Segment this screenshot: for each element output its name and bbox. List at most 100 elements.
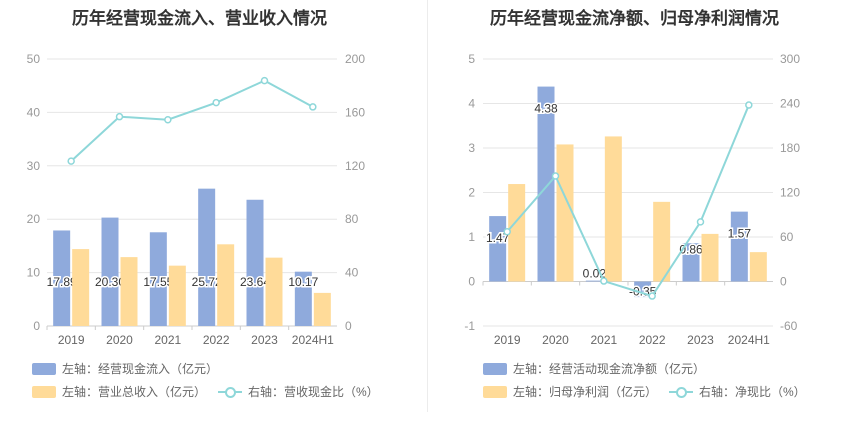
chart-2-group: -1 0 1 2 3 4 5 -60 0 60 120 180 240 300 2019 2020 2021 20… bbox=[464, 52, 800, 347]
bar-primary bbox=[53, 230, 71, 326]
right-chart-title: 历年经营现金流净额、归母净利润情况 bbox=[490, 9, 779, 29]
series-line bbox=[70, 79, 314, 162]
bar-secondary bbox=[653, 201, 671, 282]
x-axis-tick-label: 2024H1 bbox=[728, 333, 770, 347]
right-axis-tick-label: 240 bbox=[780, 97, 800, 111]
legend-label: 左轴：经营现金流入（亿元） bbox=[62, 362, 219, 376]
x-axis-tick-label: 2022 bbox=[203, 333, 230, 347]
left-axis-tick-label: 4 bbox=[468, 97, 475, 111]
right-axis-tick-label: 180 bbox=[780, 141, 800, 155]
legend-label: 左轴：经营活动现金流净额（亿元） bbox=[513, 362, 706, 376]
legend-bar-swatch bbox=[483, 385, 507, 398]
line-point bbox=[115, 112, 124, 121]
right-axis-tick-label: 120 bbox=[345, 159, 365, 173]
bar-secondary bbox=[217, 244, 235, 326]
bar-secondary bbox=[313, 292, 331, 326]
line-point bbox=[67, 157, 75, 165]
x-axis-tick-label: 2019 bbox=[494, 333, 521, 347]
left-axis-tick-label: 20 bbox=[27, 212, 41, 226]
bar-primary bbox=[585, 280, 603, 282]
bar-data-label: 25.72 bbox=[192, 275, 222, 289]
bar-secondary bbox=[168, 265, 186, 326]
bar-primary bbox=[537, 86, 555, 282]
right-axis-tick-label: 80 bbox=[345, 212, 359, 226]
line-point bbox=[164, 115, 172, 124]
legend-item: 左轴：营业总收入（亿元） bbox=[32, 383, 206, 400]
line-point bbox=[696, 218, 705, 226]
bar-data-label: 17.55 bbox=[143, 275, 173, 289]
legend-bar-swatch bbox=[32, 385, 56, 398]
left-axis-tick-label: 30 bbox=[27, 159, 41, 173]
legend-item: 右轴：净现比（%） bbox=[669, 383, 806, 400]
x-axis-tick-label: 2023 bbox=[687, 333, 714, 347]
x-axis-tick-label: 2020 bbox=[106, 333, 133, 347]
bar-data-label: 20.30 bbox=[95, 275, 125, 289]
legend-label: 左轴：归母净利润（亿元） bbox=[513, 385, 658, 399]
bar-primary bbox=[294, 271, 312, 326]
line-point bbox=[260, 76, 269, 85]
legend-label: 右轴：净现比（%） bbox=[699, 385, 806, 399]
right-axis-tick-label: 300 bbox=[780, 52, 800, 66]
panel-divider bbox=[427, 0, 428, 412]
left-axis-tick-label: 5 bbox=[468, 52, 475, 66]
legend-item: 左轴：经营现金流入（亿元） bbox=[32, 360, 218, 377]
left-chart-title: 历年经营现金流入、营业收入情况 bbox=[72, 9, 327, 29]
chart-1-group: 0 10 20 30 40 50 0 40 80 120 160 200 2019 2020 2021 202… bbox=[27, 52, 366, 347]
right-axis-tick-label: 160 bbox=[345, 105, 365, 119]
line-point bbox=[503, 227, 511, 236]
bar-data-label: 1.57 bbox=[728, 227, 752, 241]
bar-data-label: 10.17 bbox=[288, 275, 318, 289]
legend-item: 左轴：归母净利润（亿元） bbox=[483, 383, 657, 400]
left-axis-tick-label: 0 bbox=[468, 275, 475, 289]
left-axis-tick-label: 50 bbox=[27, 52, 41, 66]
right-axis-tick-label: -60 bbox=[780, 319, 798, 333]
x-axis-tick-label: 2020 bbox=[542, 333, 569, 347]
bar-secondary bbox=[120, 257, 138, 326]
series-line bbox=[506, 104, 750, 298]
right-axis-tick-label: 40 bbox=[345, 266, 359, 280]
right-axis-tick-label: 200 bbox=[345, 52, 365, 66]
x-axis-tick-label: 2019 bbox=[58, 333, 85, 347]
bar-secondary bbox=[604, 136, 622, 282]
bar-primary bbox=[489, 216, 507, 282]
bar-primary bbox=[246, 199, 264, 326]
left-axis-tick-label: 3 bbox=[468, 141, 475, 155]
left-axis-tick-label: 0 bbox=[33, 319, 40, 333]
bar-secondary bbox=[556, 144, 574, 282]
x-axis-tick-label: 2024H1 bbox=[292, 333, 334, 347]
line-point bbox=[551, 172, 560, 180]
right-axis-tick-label: 60 bbox=[780, 230, 794, 244]
line-point bbox=[212, 98, 220, 107]
legend-item: 左轴：经营活动现金流净额（亿元） bbox=[483, 360, 705, 377]
legend-line-swatch bbox=[218, 386, 242, 398]
legend-label: 右轴：营收现金比（%） bbox=[248, 385, 379, 399]
bar-data-label: 4.38 bbox=[534, 102, 558, 116]
line-point bbox=[309, 103, 317, 111]
left-axis-tick-label: 40 bbox=[27, 105, 41, 119]
left-axis-tick-label: 10 bbox=[27, 266, 41, 280]
legend-label: 左轴：营业总收入（亿元） bbox=[62, 385, 207, 399]
legend-line-swatch bbox=[669, 386, 693, 398]
legend-bar-swatch bbox=[483, 362, 507, 375]
bar-data-label: 23.64 bbox=[240, 275, 270, 289]
left-axis-tick-label: -1 bbox=[464, 319, 475, 333]
line-point bbox=[600, 277, 608, 285]
x-axis-tick-label: 2023 bbox=[251, 333, 278, 347]
bar-primary bbox=[149, 232, 167, 326]
bar-primary bbox=[101, 217, 119, 326]
legend-bar-swatch bbox=[32, 362, 56, 375]
x-axis-tick-label: 2021 bbox=[154, 333, 181, 347]
bar-secondary bbox=[265, 257, 283, 326]
bar-primary bbox=[730, 211, 748, 282]
bar-secondary bbox=[508, 184, 526, 282]
line-point bbox=[648, 292, 656, 300]
bar-primary bbox=[634, 281, 652, 298]
left-axis-tick-label: 1 bbox=[468, 230, 475, 244]
line-point bbox=[745, 101, 753, 109]
bar-secondary bbox=[72, 249, 90, 326]
bar-primary bbox=[198, 188, 216, 326]
right-axis-tick-label: 0 bbox=[345, 319, 352, 333]
right-axis-tick-label: 0 bbox=[780, 275, 787, 289]
